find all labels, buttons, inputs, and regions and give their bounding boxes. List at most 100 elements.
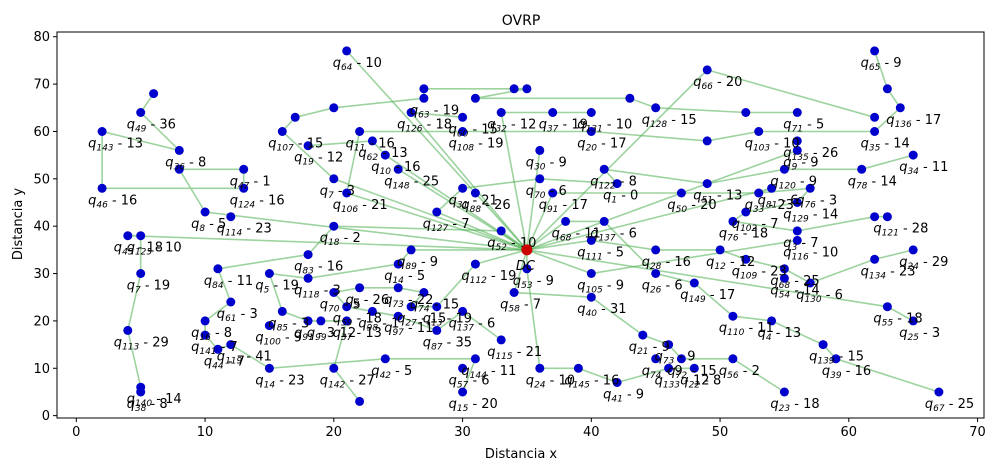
point-label: q24 - 10	[526, 373, 575, 390]
customer-point	[857, 164, 867, 174]
y-tick-label: 20	[33, 314, 50, 329]
point-label: q137 - 6	[590, 226, 637, 243]
point-label: q20 - 17	[577, 137, 626, 154]
route-line	[500, 111, 592, 251]
point-label: q136 - 17	[886, 113, 941, 130]
point-label: q23 - 18	[770, 397, 819, 414]
point-label: q64 - 10	[333, 56, 382, 73]
y-tick-label: 10	[33, 362, 50, 377]
customer-point	[792, 198, 802, 207]
customer-point	[612, 378, 622, 387]
customer-point	[97, 183, 107, 193]
point-label: q73 - 22	[384, 293, 433, 310]
customer-point	[779, 387, 789, 397]
customer-point	[908, 150, 918, 160]
customer-point	[458, 183, 468, 193]
customer-point	[651, 269, 661, 278]
customer-point	[393, 283, 403, 293]
point-label: q144 - 11	[461, 364, 516, 381]
point-label: q131 - 10	[577, 118, 632, 135]
y-tick-label: 60	[33, 125, 50, 140]
point-label: q102 - 7	[732, 217, 779, 234]
point-label: q143 - 13	[88, 137, 143, 154]
customer-point	[638, 330, 648, 340]
point-label: q122 - 8	[590, 174, 637, 191]
customer-point	[728, 311, 738, 321]
point-label: q127 - 7	[423, 217, 470, 234]
customer-point	[329, 174, 339, 184]
customer-point	[239, 183, 249, 193]
point-label: q105 - 9	[577, 279, 624, 296]
point-label: q119 - 41	[217, 350, 272, 367]
customer-point	[586, 235, 596, 245]
customer-point	[535, 363, 545, 373]
customer-point	[393, 164, 403, 174]
point-label: q124 - 16	[230, 193, 285, 210]
customer-point	[792, 108, 802, 117]
customer-point	[882, 302, 892, 312]
point-label: q32 - 12	[487, 118, 536, 135]
point-label: q109 - 23	[732, 264, 787, 281]
point-label: q14 - 5	[384, 269, 425, 286]
point-label: q148 - 25	[384, 174, 439, 191]
customer-point	[342, 46, 352, 56]
customer-point	[792, 235, 802, 245]
customer-point	[535, 174, 545, 184]
point-label: q99 - 12	[307, 326, 356, 343]
point-label: q27 - 15	[397, 312, 446, 329]
customer-point	[882, 212, 892, 222]
depot-point	[521, 244, 533, 256]
route-line	[397, 168, 528, 251]
point-label: q108 - 19	[449, 137, 504, 154]
point-label: q134 - 23	[861, 264, 916, 281]
customer-point	[458, 112, 468, 122]
point-label: q111 - 5	[577, 245, 624, 262]
x-axis-ticks: 0 10 20 30 40 50 60 70	[72, 418, 986, 440]
point-label: q38 - 8	[127, 397, 168, 414]
point-label: q36 - 8	[165, 155, 206, 172]
point-label: q18 - 2	[320, 231, 361, 248]
customer-point	[329, 221, 339, 231]
customer-point	[136, 108, 146, 117]
x-tick-label: 20	[326, 425, 343, 440]
point-label: q7 - 19	[127, 279, 171, 296]
customer-point	[213, 344, 223, 354]
point-label: q129 - 14	[783, 208, 838, 225]
point-label: q62 - 13	[358, 146, 407, 163]
point-label: q110 - 11	[719, 321, 774, 338]
point-label: q91 - 3	[294, 326, 335, 343]
point-label: q26 - 6	[642, 279, 683, 296]
x-tick-label: 40	[583, 425, 600, 440]
customer-point	[470, 188, 480, 198]
point-label: q76 - 3	[796, 193, 837, 210]
point-label: q88 - 26	[461, 198, 510, 215]
customer-point	[123, 325, 133, 335]
customer-point	[303, 316, 313, 326]
customer-point	[715, 245, 725, 255]
point-label: q74 - 15	[410, 298, 459, 315]
customer-point	[754, 188, 764, 198]
point-label: q89 - 9	[397, 255, 438, 272]
customer-point	[136, 231, 146, 241]
point-label: q81 - 6	[758, 193, 799, 210]
customer-point	[767, 183, 777, 193]
point-label: q112 - 19	[461, 269, 516, 286]
point-label: q73 - 9	[655, 350, 696, 367]
point-label: q39 - 16	[822, 364, 871, 381]
point-label: q126 - 18	[397, 118, 452, 135]
y-axis-ticks: 0 10 20 30 40 50 60 70 80	[33, 30, 57, 424]
plot-frame	[56, 31, 985, 419]
customer-point	[406, 245, 416, 255]
point-label: q53 - 9	[513, 274, 554, 291]
customer-point	[419, 93, 429, 103]
customer-point	[200, 330, 210, 340]
x-tick-label: 70	[969, 425, 986, 440]
customer-point	[612, 179, 622, 189]
point-label: q78 - 14	[848, 174, 897, 191]
point-label: q107 - 15	[268, 137, 323, 154]
point-label: q33 - 23	[745, 198, 794, 215]
customer-point	[741, 108, 751, 117]
y-tick-label: 40	[33, 220, 50, 235]
customer-point	[689, 363, 699, 373]
depot-group: DC	[516, 244, 536, 274]
